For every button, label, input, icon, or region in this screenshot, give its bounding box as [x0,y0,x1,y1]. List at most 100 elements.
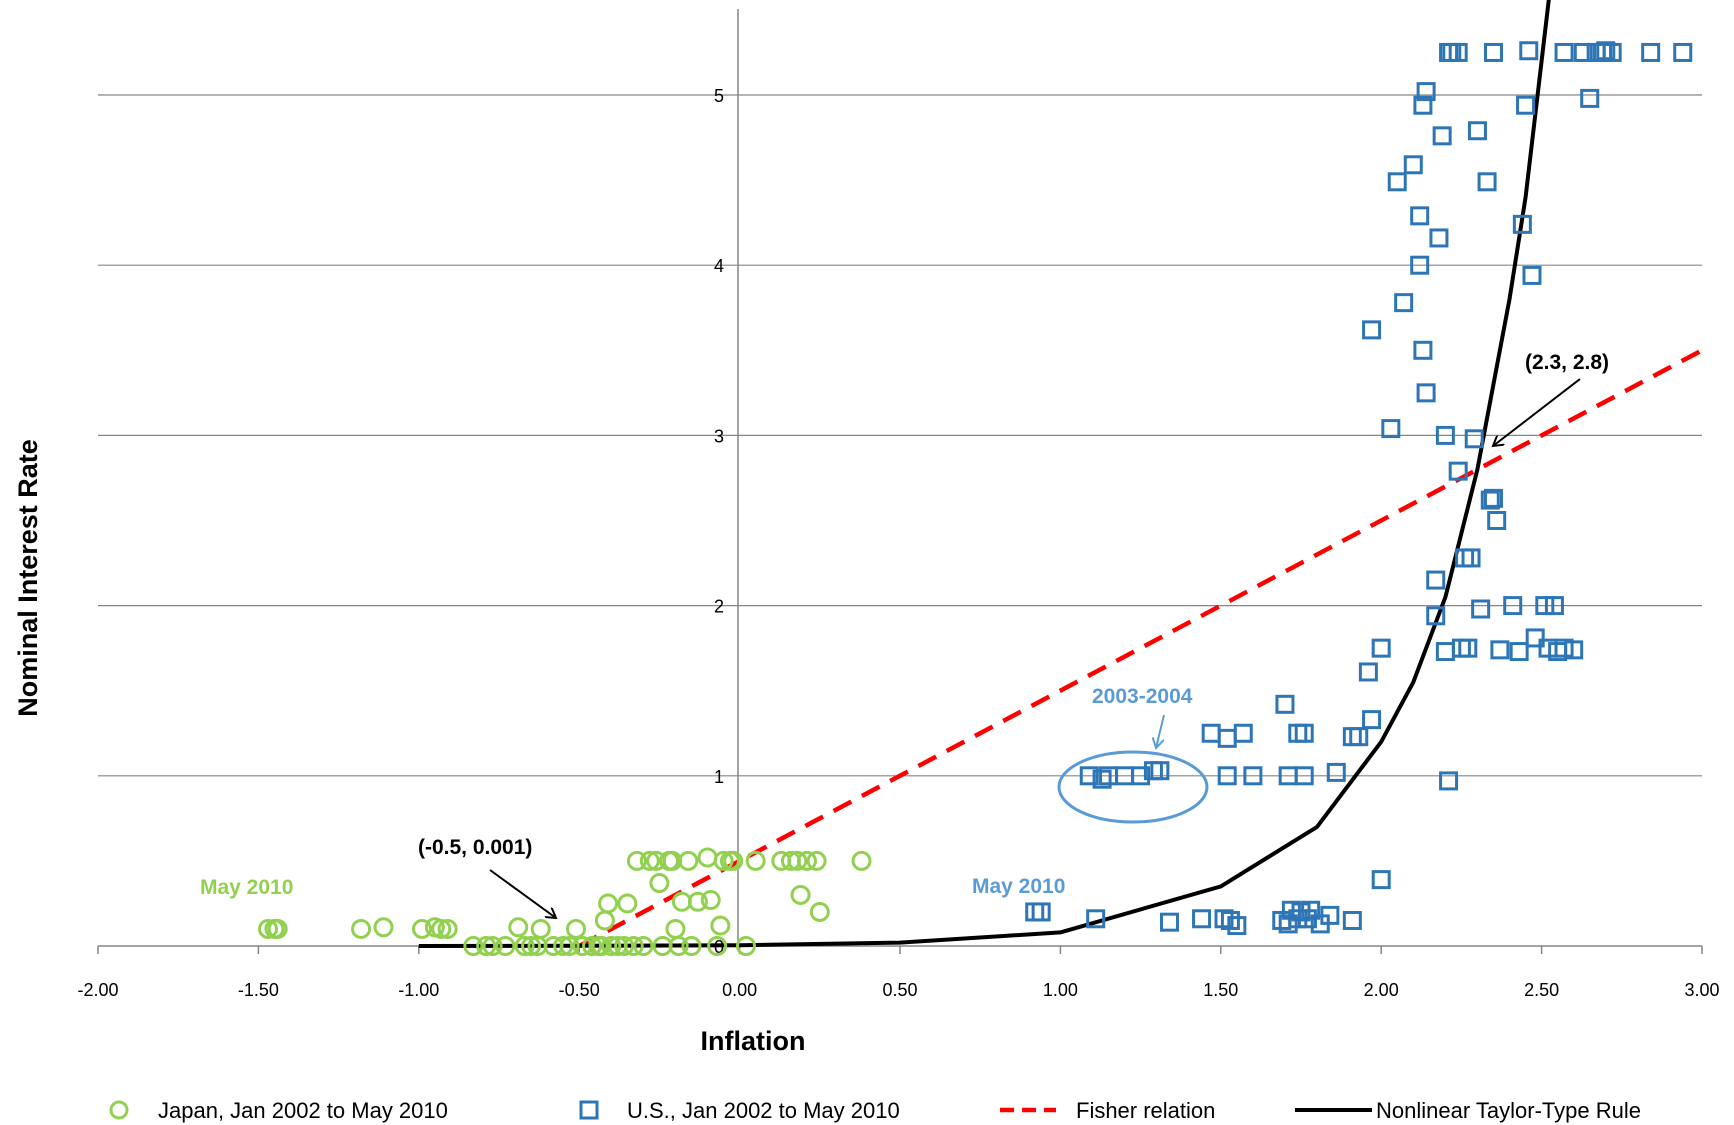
japan-point [565,918,586,939]
us-point [1641,42,1661,62]
legend-label-japan: Japan, Jan 2002 to May 2010 [158,1098,448,1123]
us-point [1201,723,1221,743]
legend-marker-japan [109,1100,129,1120]
us-point [1387,172,1407,192]
y-tick-label: 5 [714,86,724,106]
annotation-low-point: (-0.5, 0.001) [418,836,532,859]
us-point [1451,638,1471,658]
us-point [1435,642,1455,662]
japan-point [745,850,766,871]
japan-point [851,850,872,871]
japan-point [431,918,452,939]
us-point [1358,662,1378,682]
x-tick-label: 0.50 [882,980,917,1000]
annotation-japan-may-2010: May 2010 [200,876,293,899]
japan-point [482,936,503,956]
japan-point [617,893,638,914]
x-tick-label: -1.50 [238,980,279,1000]
us-point [1275,694,1295,714]
x-tick-label: -1.00 [398,980,439,1000]
y-tick-label: 2 [714,597,724,617]
japan-point [521,936,542,956]
japan-point [601,936,622,956]
annotation-arrow-low [489,869,556,918]
us-point [1580,88,1600,108]
us-point [1243,766,1263,786]
japan-point [258,918,279,939]
us-point [1471,599,1491,619]
japan-point [668,936,689,956]
us-point [1416,383,1436,403]
legend-label-fisher: Fisher relation [1076,1098,1215,1123]
y-tick-label: 3 [714,426,724,446]
japan-point [639,850,660,871]
x-tick-label: 1.00 [1043,980,1078,1000]
us-point [1573,42,1593,62]
us-point [1490,640,1510,660]
japan-point [713,850,734,871]
japan-point [665,918,686,939]
legend-label-us: U.S., Jan 2002 to May 2010 [627,1098,900,1123]
us-point [1455,548,1475,568]
us-point [1278,914,1298,934]
japan-point [678,850,699,871]
annotation-high-point: (2.3, 2.8) [1525,351,1609,374]
us-point [1371,870,1391,890]
cluster-highlight-ellipse [1057,750,1209,824]
us-point [1342,910,1362,930]
x-tick-label: 1.50 [1203,980,1238,1000]
us-point [1477,172,1497,192]
us-point [1394,293,1414,313]
us-point [1403,155,1423,175]
japan-point [697,847,718,868]
japan-point [623,936,644,956]
japan-point [809,901,830,922]
gridlines [98,94,1702,777]
japan-point [796,850,817,871]
us-point [1483,488,1503,508]
us-point [1301,900,1321,920]
us-point [1159,912,1179,932]
japan-point [671,891,692,912]
us-point [1092,769,1112,789]
us-point [1220,910,1240,930]
annotation-arrow-high [1493,378,1581,446]
us-point [1602,42,1622,62]
us-point [1426,570,1446,590]
us-point [1544,596,1564,616]
us-point [1416,82,1436,102]
x-tick-label: -0.50 [559,980,600,1000]
us-point [1429,228,1449,248]
us-point [1371,638,1391,658]
us-point [1342,727,1362,747]
x-tick-label: 2.50 [1524,980,1559,1000]
japan-point [559,936,580,956]
us-point [1025,902,1045,922]
us-point [1192,909,1212,929]
nonlinear-taylor-rule-line [418,0,1551,948]
japan-point [463,936,484,956]
us-point [1349,727,1369,747]
us-point [1326,762,1346,782]
annotation-arrow-2003 [1156,714,1165,748]
series-lines [418,0,1704,948]
japan-point [723,850,744,871]
us-point [1519,41,1539,61]
us-point [1079,766,1099,786]
japan-point [598,893,619,914]
us-point [1131,766,1151,786]
us-point [1535,596,1555,616]
us-point [1031,902,1051,922]
japan-point [681,936,702,956]
y-axis-title: Nominal Interest Rate [13,439,43,717]
japan-point [582,936,603,956]
japan-point [594,910,615,931]
legend: Japan, Jan 2002 to May 2010 U.S., Jan 20… [109,1098,1641,1123]
japan-point [508,917,529,938]
legend-item-taylor: Nonlinear Taylor-Type Rule [1295,1098,1641,1123]
japan-point [707,936,728,956]
us-point [1483,42,1503,62]
japan-point [806,850,827,871]
us-point [1381,419,1401,439]
